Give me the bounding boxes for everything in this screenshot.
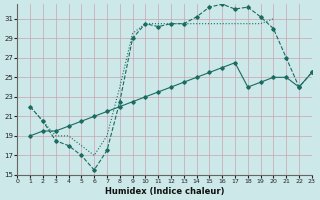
X-axis label: Humidex (Indice chaleur): Humidex (Indice chaleur) bbox=[105, 187, 224, 196]
